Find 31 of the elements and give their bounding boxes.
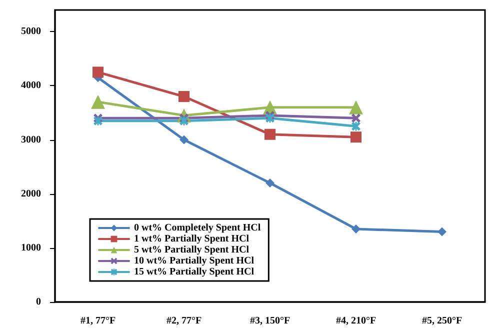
point: [94, 116, 102, 126]
x-tick-label: #2, 77°F: [166, 316, 202, 326]
y-tick-label: 5000: [21, 26, 41, 38]
point: [180, 135, 188, 144]
legend-label: 0 wt% Completely Spent HCl: [134, 222, 261, 234]
point: [349, 100, 363, 114]
y-tick-label: 0: [36, 296, 41, 308]
point: [91, 94, 105, 109]
legend-label: 10 wt% Partially Spent HCl: [134, 256, 254, 266]
x-tick-label: #3, 150°F: [250, 316, 290, 326]
point: [352, 114, 360, 123]
point: [266, 114, 274, 123]
x-tick-label: #1, 77°F: [80, 316, 116, 326]
x-tick-label: #5, 250°F: [422, 316, 462, 326]
legend-label: 5 wt% Partially Spent HCl: [134, 244, 250, 256]
legend-label: 15 wt% Partially Spent HCl: [134, 266, 254, 278]
point: [352, 122, 360, 131]
x-tick-label: #4, 210°F: [336, 316, 376, 326]
point: [352, 224, 360, 234]
point: [350, 132, 362, 143]
y-tick-label: 2000: [21, 188, 41, 200]
point: [178, 91, 190, 102]
point: [266, 178, 274, 188]
point: [92, 66, 104, 78]
y-tick-label: 4000: [21, 80, 41, 92]
y-tick-label: 1000: [21, 242, 41, 254]
legend-label: 1 wt% Partially Spent HCl: [134, 234, 250, 244]
point: [264, 128, 276, 140]
y-tick-label: 3000: [21, 134, 41, 146]
point: [180, 116, 188, 126]
point: [438, 227, 446, 236]
